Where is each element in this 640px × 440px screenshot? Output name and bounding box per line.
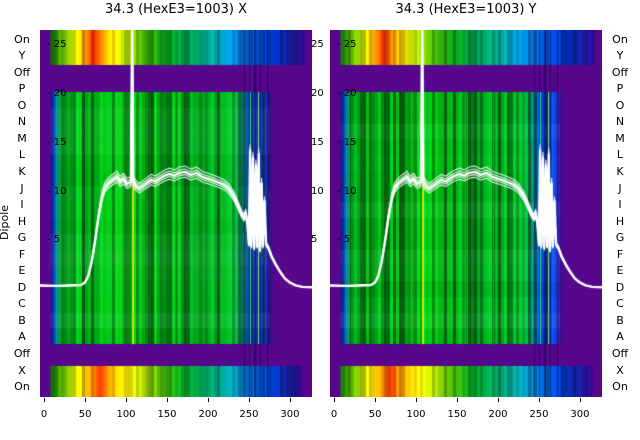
- x-tick-mark-1-150: [457, 398, 458, 402]
- y-tick-right-plot-20: - 20: [337, 87, 357, 99]
- row-label-left-16-c: C: [18, 297, 26, 311]
- y-tick-between-5: 5: [311, 234, 318, 246]
- y-tick-left-plot-20: - 20: [47, 87, 67, 99]
- row-label-left-19-off: Off: [13, 346, 31, 360]
- row-label-right-16-c: C: [616, 297, 624, 311]
- row-label-right-21-on: On: [612, 380, 628, 394]
- y-tick-between-20: 20: [311, 87, 324, 99]
- row-label-right-14-e: E: [616, 264, 624, 278]
- row-label-right-1-y: Y: [616, 49, 624, 62]
- y-tick-between-10: 10: [311, 185, 324, 197]
- x-tick-mark-1-300: [579, 398, 581, 402]
- y-tick-left-plot-10: - 10: [47, 185, 67, 197]
- row-label-left-12-g: G: [17, 231, 27, 245]
- x-tick-mark-0-100: [126, 398, 127, 402]
- row-label-left-13-f: F: [18, 247, 26, 261]
- y-tick-between-15: 15: [311, 136, 324, 148]
- x-tick-label-0-0: 0: [40, 409, 48, 420]
- y-tick-left-plot-5: - 5: [47, 234, 61, 246]
- heatmap-left: [40, 30, 312, 397]
- row-label-left-4-o: O: [17, 98, 27, 112]
- x-tick-label-0-150: 150: [157, 409, 177, 420]
- row-label-left-21-on: On: [14, 380, 30, 394]
- row-label-left-6-m: M: [17, 131, 27, 145]
- plot-title-left: 34.3 (HexE3=1003) X: [105, 2, 247, 17]
- x-tick-mark-1-200: [498, 398, 499, 402]
- y-tick-left-plot-25: - 25: [47, 38, 67, 50]
- y-tick-right-plot-5: - 5: [337, 234, 351, 246]
- row-label-left-3-p: P: [18, 82, 26, 96]
- x-tick-mark-0-200: [208, 398, 209, 402]
- x-tick-label-0-50: 50: [78, 409, 92, 420]
- y-tick-right-plot-15: - 15: [337, 136, 357, 148]
- x-tick-mark-1-0: [334, 398, 336, 402]
- row-label-right-8-k: K: [616, 164, 624, 178]
- row-label-right-11-h: H: [615, 214, 625, 228]
- row-label-right-6-m: M: [615, 131, 625, 145]
- x-tick-label-1-200: 200: [488, 409, 508, 420]
- row-label-right-4-o: O: [615, 98, 625, 112]
- row-label-right-18-a: A: [616, 330, 624, 344]
- row-label-right-2-off: Off: [611, 65, 629, 79]
- x-tick-label-0-250: 250: [239, 409, 259, 420]
- x-tick-label-1-100: 100: [406, 409, 426, 420]
- row-label-left-9-j: J: [20, 181, 24, 195]
- row-label-right-3-p: P: [616, 82, 624, 96]
- row-label-left-0-on: On: [14, 32, 30, 46]
- row-label-right-15-d: D: [615, 280, 625, 294]
- row-label-left-1-y: Y: [18, 49, 26, 62]
- row-label-left-5-n: N: [17, 115, 27, 129]
- x-tick-mark-0-50: [85, 398, 87, 402]
- row-label-right-13-f: F: [616, 247, 624, 261]
- y-tick-left-plot-15: - 15: [47, 136, 67, 148]
- x-tick-mark-0-0: [44, 398, 46, 402]
- x-tick-mark-1-50: [375, 398, 377, 402]
- x-tick-label-1-300: 300: [570, 409, 590, 420]
- row-label-right-10-i: I: [618, 198, 622, 211]
- plot-title-right: 34.3 (HexE3=1003) Y: [395, 2, 537, 17]
- row-label-left-11-h: H: [17, 214, 27, 228]
- x-tick-label-0-300: 300: [280, 409, 300, 420]
- x-tick-label-0-200: 200: [198, 409, 218, 420]
- x-tick-label-1-150: 150: [447, 409, 467, 420]
- row-label-right-20-x: X: [616, 363, 624, 377]
- x-tick-mark-0-250: [248, 398, 250, 402]
- row-label-right-12-g: G: [615, 231, 625, 245]
- row-label-right-19-off: Off: [611, 346, 629, 360]
- row-label-right-5-n: N: [615, 115, 625, 129]
- row-label-left-10-i: I: [20, 198, 24, 211]
- row-label-right-17-b: B: [616, 313, 624, 327]
- x-tick-mark-0-150: [167, 398, 168, 402]
- x-tick-label-0-100: 100: [116, 409, 136, 420]
- row-label-left-2-off: Off: [13, 65, 31, 79]
- row-label-right-9-j: J: [618, 181, 622, 195]
- x-tick-label-1-0: 0: [330, 409, 338, 420]
- x-tick-label-1-50: 50: [368, 409, 382, 420]
- row-label-right-0-on: On: [612, 32, 628, 46]
- x-tick-mark-1-250: [538, 398, 540, 402]
- row-label-left-14-e: E: [18, 264, 26, 278]
- row-label-left-15-d: D: [17, 280, 27, 294]
- row-label-left-17-b: B: [18, 313, 26, 327]
- row-label-right-7-l: L: [616, 148, 624, 162]
- x-tick-mark-1-100: [416, 398, 417, 402]
- row-label-left-18-a: A: [18, 330, 26, 344]
- row-label-left-8-k: K: [18, 164, 26, 178]
- row-label-left-20-x: X: [18, 363, 26, 377]
- x-tick-label-1-250: 250: [529, 409, 549, 420]
- heatmap-right: [330, 30, 602, 397]
- x-tick-mark-0-300: [289, 398, 291, 402]
- y-tick-right-plot-25: - 25: [337, 38, 357, 50]
- y-tick-between-25: 25: [311, 38, 324, 50]
- y-tick-right-plot-10: - 10: [337, 185, 357, 197]
- row-label-left-7-l: L: [18, 148, 26, 162]
